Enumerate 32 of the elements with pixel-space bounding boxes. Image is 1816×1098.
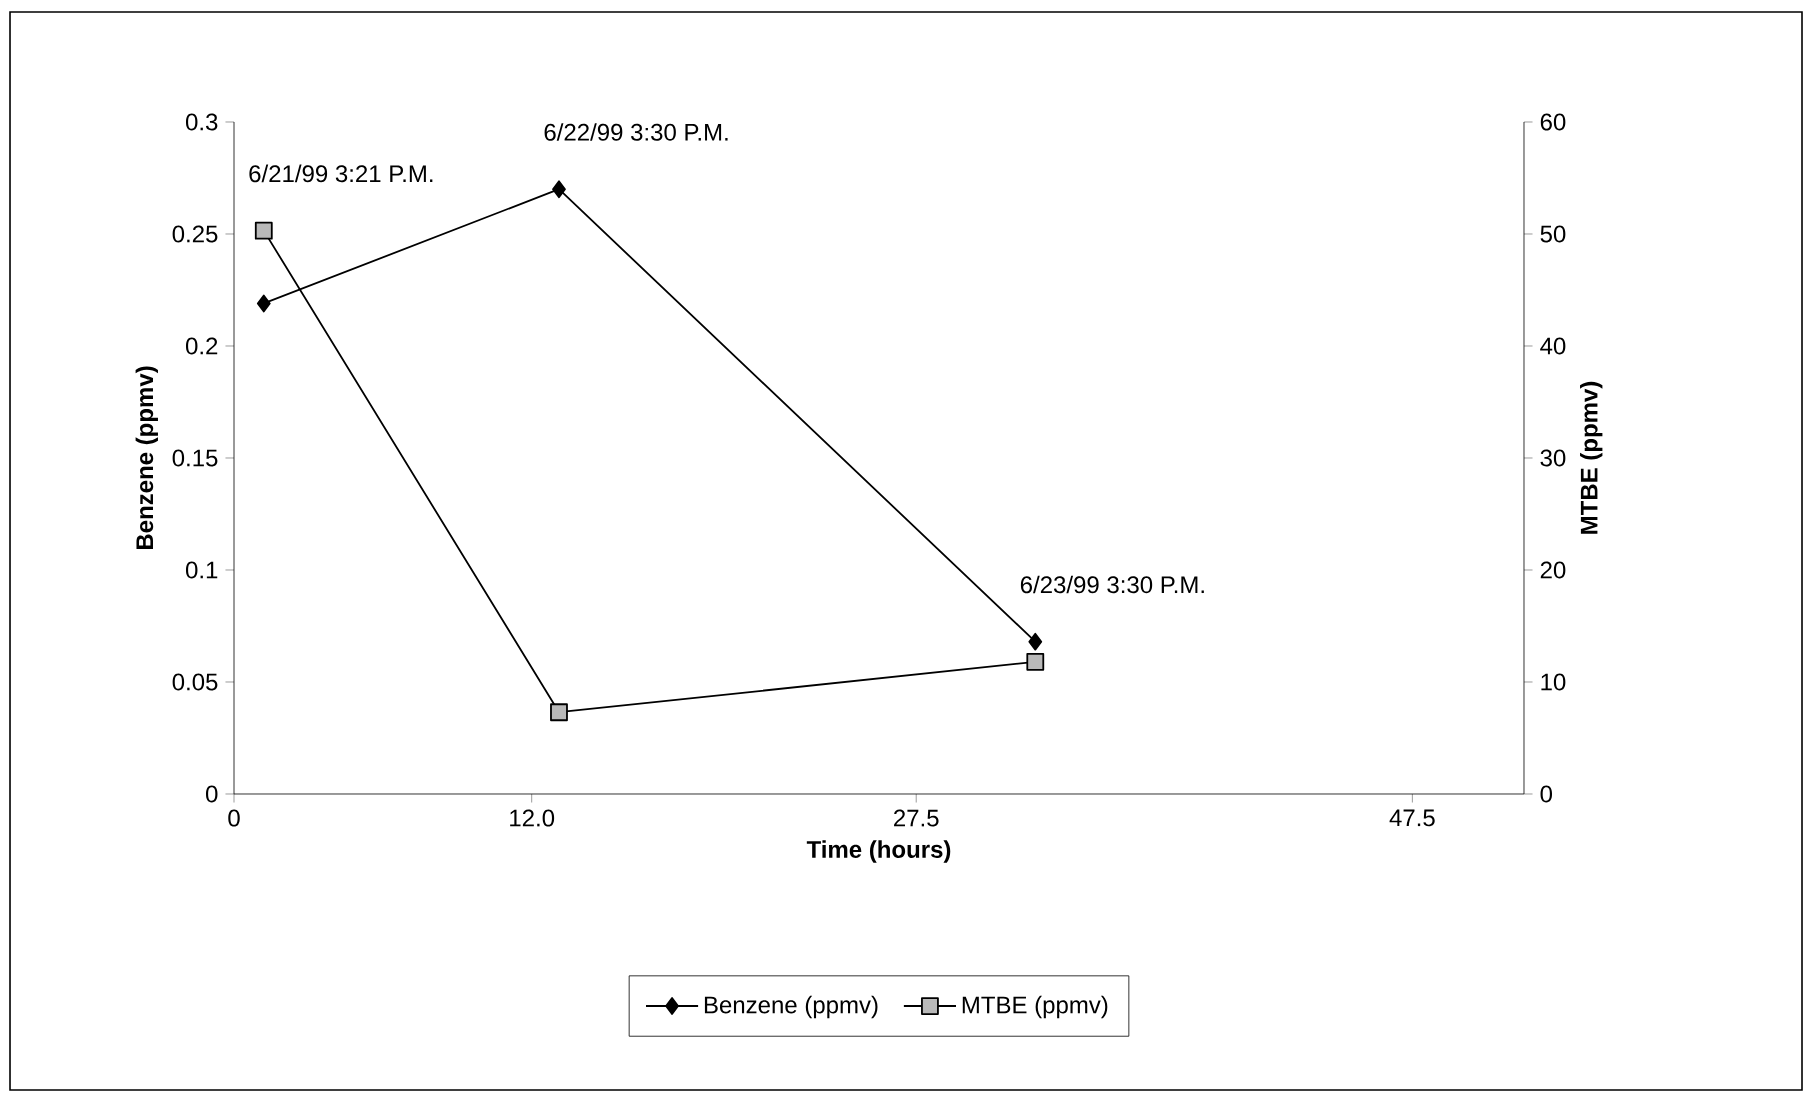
annotation: 6/23/99 3:30 P.M. bbox=[1020, 575, 1204, 594]
y-tick-label: 0.25 bbox=[172, 225, 218, 243]
y-tick-label: 0.2 bbox=[185, 337, 218, 355]
annotation: 6/21/99 3:21 P.M. bbox=[249, 164, 433, 183]
y2-tick-label: 0 bbox=[1540, 785, 1553, 803]
y2-tick-label: 10 bbox=[1541, 673, 1566, 691]
legend-label: MTBE (ppmv) bbox=[962, 995, 1108, 1019]
point bbox=[254, 221, 273, 240]
y2-tick-label: 30 bbox=[1540, 449, 1566, 467]
legend-label: Benzene (ppmv) bbox=[704, 995, 878, 1019]
point bbox=[1026, 652, 1045, 671]
y2-tick-label: 40 bbox=[1540, 337, 1566, 355]
point bbox=[256, 294, 271, 313]
y-tick-label: 0 bbox=[206, 785, 218, 803]
x-tick-label: 27.5 bbox=[894, 809, 939, 827]
annotation: 6/22/99 3:30 P.M. bbox=[544, 123, 728, 141]
x-tick-label: 47.5 bbox=[1389, 809, 1435, 827]
y-tick-label: 0.15 bbox=[172, 449, 218, 467]
y-tick-label: 0.05 bbox=[172, 673, 218, 691]
point bbox=[1028, 632, 1043, 651]
y2-tick-label: 60 bbox=[1540, 113, 1566, 131]
y-axis-title: Benzene (ppmv) bbox=[135, 366, 158, 550]
point bbox=[550, 703, 568, 722]
y2-tick-label: 20 bbox=[1540, 561, 1566, 579]
y2-tick-label: 50 bbox=[1540, 225, 1566, 243]
y-tick-label: 0.3 bbox=[185, 113, 218, 131]
point bbox=[552, 180, 566, 199]
x-tick-label: 0 bbox=[228, 809, 240, 827]
y2-axis-title: MTBE (ppmv) bbox=[1580, 381, 1603, 534]
x-tick-label: 12.0 bbox=[510, 809, 555, 827]
y-tick-label: 0.1 bbox=[185, 561, 218, 579]
x-axis-title: Time (hours) bbox=[806, 840, 951, 863]
